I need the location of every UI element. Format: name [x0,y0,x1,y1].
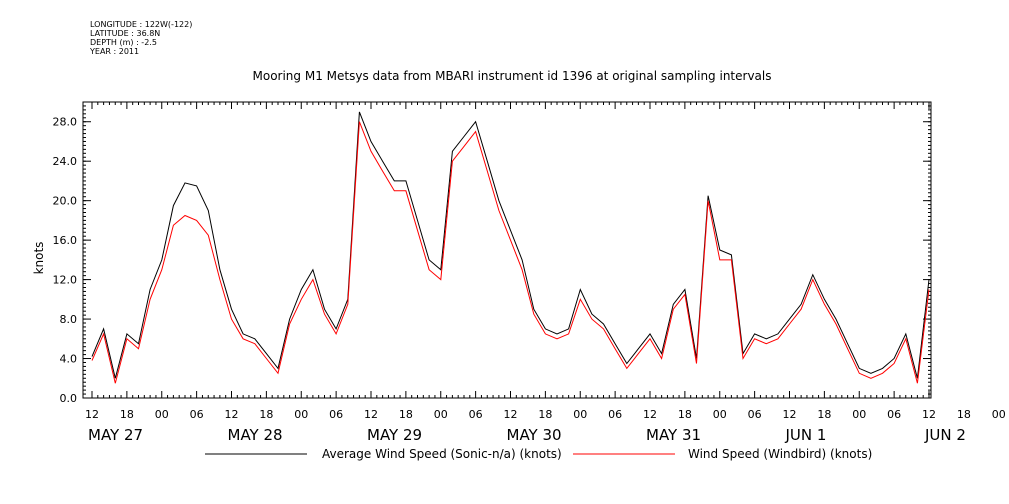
y-tick-label: 16.0 [53,234,78,247]
x-hour-tick-label: 18 [259,408,273,421]
x-hour-tick-label: 18 [817,408,831,421]
y-tick-label: 28.0 [53,116,78,129]
x-hour-tick-label: 12 [225,408,239,421]
x-hour-tick-label: 18 [957,408,971,421]
x-day-label: JUN 2 [924,426,966,444]
x-hour-tick-label: 12 [783,408,797,421]
y-tick-label: 12.0 [53,274,78,287]
plot-frame [82,101,932,399]
x-hour-tick-label: 18 [120,408,134,421]
x-hour-tick-label: 06 [190,408,204,421]
x-day-label: MAY 29 [367,426,422,444]
legend-label-windbird: Wind Speed (Windbird) (knots) [688,447,872,461]
legend: Average Wind Speed (Sonic-n/a) (knots) W… [205,447,872,461]
x-hour-tick-label: 00 [434,408,448,421]
x-hour-tick-label: 12 [504,408,518,421]
x-hour-tick-label: 06 [329,408,343,421]
y-tick-label: 4.0 [60,353,78,366]
latitude-label: LATITUDE : 36.8N [90,29,161,38]
metadata-block: LONGITUDE : 122W(-122) LATITUDE : 36.8N … [90,20,192,56]
x-hour-tick-label: 06 [608,408,622,421]
x-hour-tick-label: 00 [713,408,727,421]
x-hour-tick-label: 06 [748,408,762,421]
x-hour-tick-label: 18 [538,408,552,421]
series-line-windbird [91,121,930,384]
x-hour-tick-label: 00 [155,408,169,421]
y-axis: 0.0 4.0 8.0 12.0 16.0 20.0 24.0 28.0 [53,101,931,405]
x-hour-tick-label: 12 [922,408,936,421]
y-tick-label: 0.0 [60,392,78,405]
x-day-label: MAY 28 [228,426,283,444]
series-line-average [91,111,930,379]
series-layer [91,111,930,384]
x-hour-tick-label: 06 [469,408,483,421]
x-day-label: MAY 30 [507,426,562,444]
year-label: YEAR : 2011 [90,47,140,56]
x-hour-tick-label: 00 [294,408,308,421]
legend-label-average: Average Wind Speed (Sonic-n/a) (knots) [322,447,562,461]
chart-title: Mooring M1 Metsys data from MBARI instru… [253,69,772,83]
y-tick-label: 20.0 [53,195,78,208]
x-hour-tick-label: 00 [852,408,866,421]
x-hour-tick-label: 06 [887,408,901,421]
x-hour-tick-label: 00 [573,408,587,421]
x-day-label: MAY 31 [646,426,701,444]
longitude-label: LONGITUDE : 122W(-122) [90,20,193,29]
depth-label: DEPTH (m) : -2.5 [90,38,157,47]
y-tick-label: 24.0 [53,155,78,168]
x-hour-tick-label: 12 [643,408,657,421]
x-hour-tick-label: 12 [364,408,378,421]
x-hour-tick-label: 18 [678,408,692,421]
x-day-label: MAY 27 [88,426,143,444]
x-day-label: JUN 1 [785,426,827,444]
x-hour-tick-label: 18 [399,408,413,421]
y-axis-label: knots [32,242,46,275]
y-tick-label: 8.0 [60,313,78,326]
x-hour-tick-label: 12 [85,408,99,421]
x-hour-tick-label: 00 [992,408,1006,421]
x-axis: 12 18 00 06 12 18 00 06 12 18 00 06 12 18 00 06 12 18 00 06… [85,102,1006,444]
